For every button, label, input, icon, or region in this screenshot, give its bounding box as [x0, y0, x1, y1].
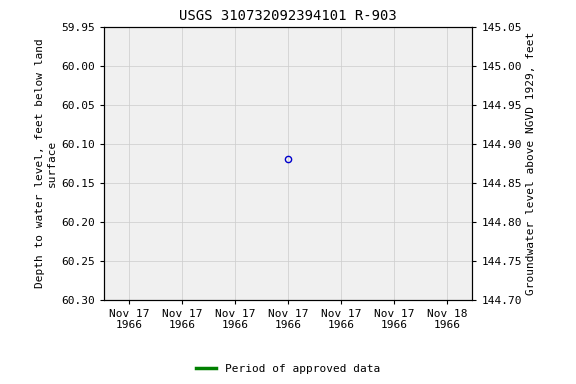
Y-axis label: Depth to water level, feet below land
surface: Depth to water level, feet below land su…: [35, 38, 56, 288]
Legend: Period of approved data: Period of approved data: [191, 359, 385, 379]
Y-axis label: Groundwater level above NGVD 1929, feet: Groundwater level above NGVD 1929, feet: [526, 31, 536, 295]
Title: USGS 310732092394101 R-903: USGS 310732092394101 R-903: [179, 9, 397, 23]
